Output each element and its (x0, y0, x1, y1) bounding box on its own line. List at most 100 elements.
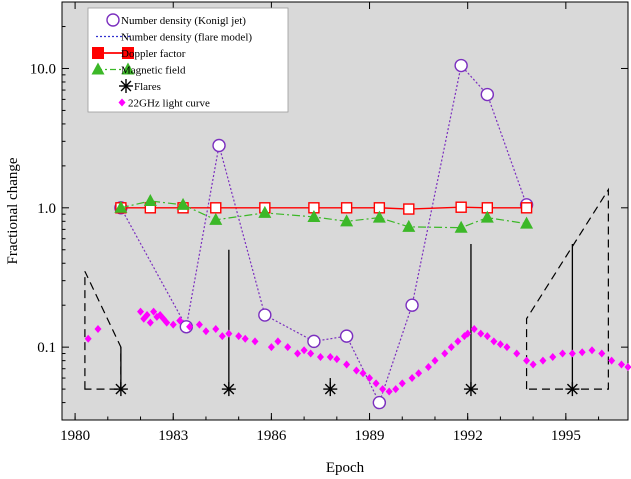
data-point-22ghz-light-curve (195, 320, 203, 329)
data-point-22ghz-light-curve (470, 324, 478, 333)
x-tick-label: 1992 (453, 428, 483, 444)
data-point-22ghz-light-curve (588, 346, 596, 355)
data-point-doppler-factor (340, 202, 353, 214)
data-point-flares (463, 382, 478, 397)
data-point-magnetic-field (114, 200, 128, 213)
asterisk-stroke (566, 383, 578, 395)
data-point-22ghz-light-curve (398, 379, 406, 388)
data-point-22ghz-light-curve (294, 349, 302, 358)
data-point-22ghz-light-curve (408, 374, 416, 383)
data-point-22ghz-light-curve (366, 374, 374, 383)
data-point-22ghz-light-curve (441, 349, 449, 358)
data-point-number-density-konigl-jet (307, 334, 321, 349)
legend-box (87, 7, 289, 113)
asterisk-stroke (324, 383, 336, 395)
legend-label: 22GHz light curve (128, 98, 210, 110)
data-point-22ghz-light-curve (385, 387, 393, 396)
data-point-22ghz-light-curve (326, 352, 334, 361)
data-point-22ghz-light-curve (372, 379, 380, 388)
asterisk-stroke (223, 383, 235, 395)
data-point-22ghz-light-curve (477, 329, 485, 338)
data-point-22ghz-light-curve (150, 307, 158, 316)
data-point-doppler-factor (210, 202, 222, 214)
data-point-22ghz-light-curve (137, 307, 145, 316)
data-point-flares (221, 382, 236, 397)
asterisk-stroke (465, 383, 477, 395)
data-point-22ghz-light-curve (464, 329, 472, 338)
data-point-22ghz-light-curve (300, 346, 308, 355)
data-point-22ghz-light-curve (267, 343, 275, 352)
data-point-magnetic-field (520, 216, 534, 229)
legend-marker (118, 98, 126, 107)
data-point-22ghz-light-curve (608, 356, 616, 365)
data-point-doppler-factor (520, 202, 533, 214)
data-point-number-density-konigl-jet (372, 395, 387, 410)
legend-marker (106, 13, 120, 27)
legend-label: Number density (flare model) (121, 32, 252, 44)
legend-label: Doppler factor (121, 48, 186, 60)
data-point-22ghz-light-curve (539, 356, 547, 365)
data-point-magnetic-field (143, 193, 157, 206)
asterisk-stroke (120, 80, 132, 92)
data-point-22ghz-light-curve (143, 311, 151, 320)
data-point-22ghz-light-curve (146, 318, 154, 327)
x-tick-label: 1989 (355, 428, 385, 444)
data-point-22ghz-light-curve (218, 332, 226, 341)
data-point-magnetic-field (307, 209, 321, 222)
data-point-22ghz-light-curve (274, 337, 282, 346)
data-point-22ghz-light-curve (549, 352, 557, 361)
legend-marker (122, 47, 134, 59)
legend-marker (119, 79, 133, 93)
legend-marker (92, 47, 104, 59)
data-point-22ghz-light-curve (503, 343, 511, 352)
data-point-22ghz-light-curve (559, 349, 567, 358)
data-point-magnetic-field (402, 219, 416, 232)
legend-marker (121, 62, 135, 75)
data-point-22ghz-light-curve (483, 332, 491, 341)
data-point-22ghz-light-curve (496, 340, 504, 349)
data-point-magnetic-field (372, 210, 386, 223)
data-point-magnetic-field (258, 205, 272, 218)
data-point-22ghz-light-curve (490, 337, 498, 346)
legend: Number density (Konigl jet) Number densit… (87, 7, 289, 113)
legend-marker (91, 62, 105, 75)
x-tick-label: 1980 (60, 428, 90, 444)
data-point-22ghz-light-curve (379, 385, 387, 394)
data-point-22ghz-light-curve (578, 348, 586, 357)
data-point-number-density-konigl-jet (258, 308, 272, 322)
data-point-number-density-konigl-jet (212, 138, 226, 153)
axes: 1980 1983 1986 1989 1992 1995 0.1 1.0 10.0 (30, 1, 628, 444)
data-point-22ghz-light-curve (169, 320, 177, 329)
data-point-magnetic-field (340, 214, 354, 227)
data-point-22ghz-light-curve (316, 352, 324, 361)
data-point-number-density-konigl-jet (339, 329, 354, 343)
data-point-22ghz-light-curve (431, 356, 439, 365)
y-tick-label: 10.0 (30, 61, 56, 77)
data-point-22ghz-light-curve (94, 324, 102, 333)
data-point-22ghz-light-curve (617, 360, 625, 369)
data-point-magnetic-field (454, 220, 468, 233)
chart-marks (84, 58, 631, 410)
data-point-22ghz-light-curve (359, 369, 367, 378)
data-point-22ghz-light-curve (176, 316, 184, 325)
series-line-magnetic-field (120, 200, 527, 229)
data-point-22ghz-light-curve (454, 337, 462, 346)
data-point-22ghz-light-curve (523, 356, 531, 365)
data-point-number-density-konigl-jet (405, 298, 419, 312)
legend-label: Number density (Konigl jet) (121, 15, 246, 27)
data-point-number-density-konigl-jet (454, 58, 468, 73)
x-tick-label: 1983 (158, 428, 188, 444)
asterisk-stroke (115, 383, 127, 395)
y-tick-label: 0.1 (37, 340, 56, 356)
data-point-22ghz-light-curve (598, 349, 606, 358)
data-point-flares (113, 382, 128, 397)
data-point-22ghz-light-curve (241, 334, 249, 343)
data-point-flares (565, 382, 580, 397)
data-point-22ghz-light-curve (424, 363, 432, 372)
data-point-doppler-factor (455, 201, 467, 213)
data-point-22ghz-light-curve (447, 343, 455, 352)
legend-label: Flares (134, 81, 161, 93)
data-point-magnetic-field (176, 197, 190, 210)
data-point-22ghz-light-curve (343, 360, 351, 369)
